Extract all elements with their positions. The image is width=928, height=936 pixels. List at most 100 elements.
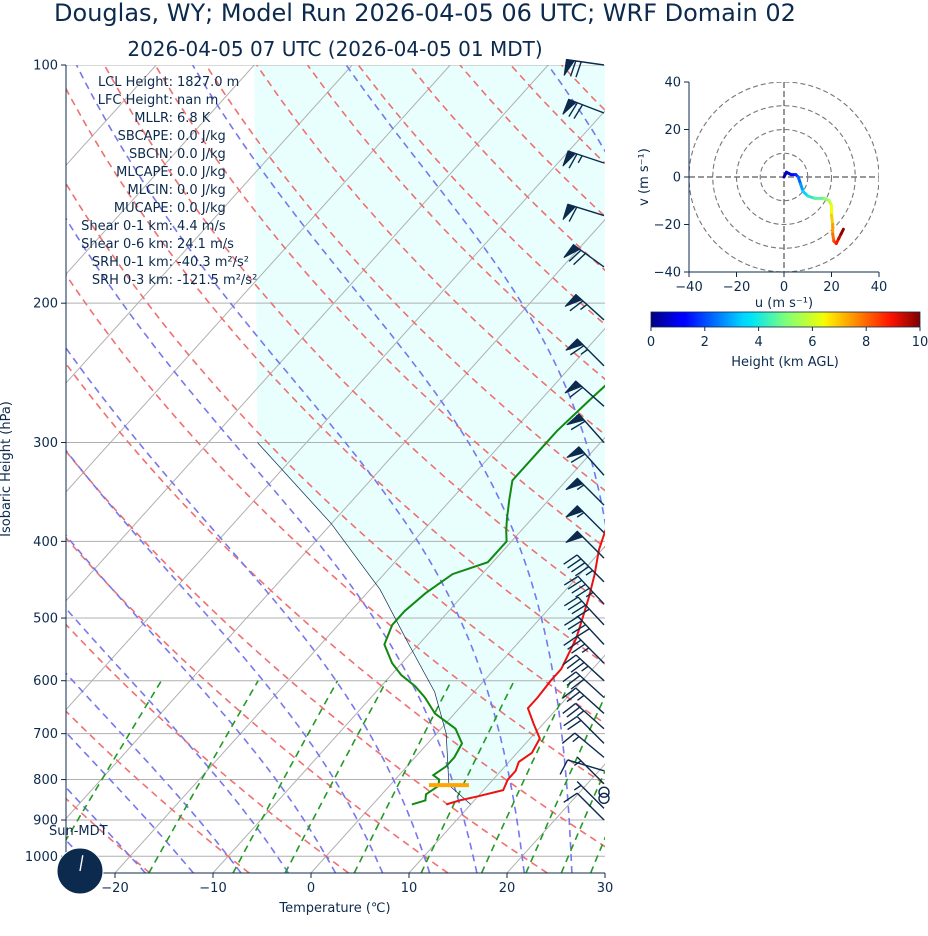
moist-adiabat [66, 449, 384, 873]
barb-feather [575, 587, 590, 598]
wind-barb [573, 781, 605, 809]
barb-feather [568, 102, 578, 118]
dry-adiabat [205, 65, 605, 492]
mixing-ratio-line [525, 694, 605, 873]
barb-feather [562, 687, 577, 699]
skewt-axes: 100 200 300 400 500 600 700 800 900 1000 −20 −10 0 10… [25, 59, 613, 896]
wind-barb [563, 554, 605, 583]
barb-flag [562, 150, 577, 167]
sounding-stats: LCL Height: 1827.0 m LFC Height: nan m MLLR:… [81, 75, 257, 288]
barb-feather [570, 420, 586, 431]
isotherm-line [408, 654, 605, 873]
hodo-y-tick-label: −40 [654, 266, 681, 281]
stat-value: 0.0 J/kg [177, 147, 226, 162]
barb-feather [570, 661, 585, 673]
barb-feather [563, 596, 579, 607]
barb-half-feather [577, 155, 583, 164]
mixing-ratio-line [616, 681, 696, 873]
stat-key: MUCAPE: [114, 201, 173, 216]
barb-flag [565, 477, 584, 491]
stat-key: SRH 0-1 km: [92, 255, 173, 270]
barb-staff [576, 554, 605, 583]
barb-flag [563, 243, 581, 259]
wind-barb [562, 150, 605, 169]
wind-barb [561, 732, 605, 758]
barb-staff [577, 575, 605, 605]
barb-half-feather [572, 736, 580, 743]
hodo-x-tick-label: 20 [823, 280, 840, 295]
barb-feather [570, 453, 586, 463]
wind-barb [562, 203, 605, 222]
wind-barb [565, 505, 605, 534]
dry-adiabat [66, 87, 605, 665]
stat-key: LFC Height: [98, 93, 173, 108]
stat-value: 6.8 K [177, 111, 211, 126]
y-tick-label: 600 [33, 674, 58, 689]
hodograph-y-label: v (m s⁻¹) [637, 148, 652, 206]
stat-key: MLCIN: [128, 183, 173, 198]
y-tick-label: 800 [33, 773, 58, 788]
moist-adiabat [66, 346, 431, 873]
wind-barb [563, 243, 605, 268]
stat-key: MLCAPE: [116, 165, 173, 180]
barb-feather [569, 60, 577, 77]
wind-barbs [559, 58, 610, 821]
barb-half-feather [581, 665, 589, 672]
barb-feather [568, 153, 578, 169]
dry-adiabat [714, 65, 928, 873]
y-tick-label: 400 [33, 535, 58, 550]
barb-feather [563, 635, 578, 646]
isotherm-line [66, 65, 353, 384]
barb-flag [564, 293, 583, 307]
barb-staff [576, 635, 605, 664]
stat-value: 1827.0 m [177, 75, 239, 90]
wind-barb [565, 338, 605, 367]
barb-feather [562, 671, 577, 683]
barb-feather [567, 620, 583, 630]
barb-staff [574, 732, 605, 758]
y-tick-label: 700 [33, 727, 58, 742]
wind-barb [563, 596, 605, 626]
colorbar-label: Height (km AGL) [731, 355, 839, 370]
y-tick-label: 200 [33, 297, 58, 312]
mixing-ratio-lines [66, 680, 696, 873]
colorbar-tick-label: 0 [647, 335, 655, 350]
barb-feather [566, 675, 581, 686]
moist-adiabat-lines [66, 65, 605, 873]
y-tick-label: 500 [33, 612, 58, 627]
x-tick-label: −10 [199, 881, 226, 896]
wind-barb [563, 792, 605, 821]
colorbar-ticks: 0 2 4 6 8 10 [647, 327, 928, 350]
mixing-ratio-line [560, 769, 605, 873]
barb-staff [575, 687, 605, 714]
dry-adiabat [66, 182, 605, 725]
barb-half-feather [576, 511, 585, 518]
mixing-ratio-line [232, 680, 339, 873]
hodo-y-tick-label: 40 [664, 76, 681, 91]
y-tick-label: 1000 [25, 850, 58, 865]
chart-subtitle: 2026-04-05 07 UTC (2026-04-05 01 MDT) [127, 37, 542, 61]
x-tick-label: 20 [499, 881, 516, 896]
stat-value: -40.3 m²/s² [177, 255, 249, 270]
parcel-trace [257, 442, 471, 805]
stat-value: 0.0 J/kg [177, 165, 226, 180]
y-axis-label: Isobaric Height (hPa) [0, 401, 14, 537]
dry-adiabat [560, 65, 605, 112]
colorbar-tick-label: 8 [862, 335, 870, 350]
sun-clock-icon [56, 847, 104, 895]
barb-feather [567, 579, 583, 590]
barb-half-feather [585, 569, 594, 576]
stat-key: LCL Height: [98, 75, 173, 90]
sun-clock-label: Sun-MDT [49, 824, 108, 839]
wind-barb [598, 792, 610, 805]
barb-staff [577, 616, 605, 645]
stat-value: nan m [177, 93, 218, 108]
dry-adiabat [66, 623, 349, 873]
hodo-x-tick-label: 40 [871, 280, 888, 295]
wind-barb [563, 575, 605, 605]
stat-key: SRH 0-3 km: [92, 273, 173, 288]
barb-feather [573, 252, 586, 266]
wind-barb [564, 293, 605, 321]
barb-flag [566, 413, 585, 426]
